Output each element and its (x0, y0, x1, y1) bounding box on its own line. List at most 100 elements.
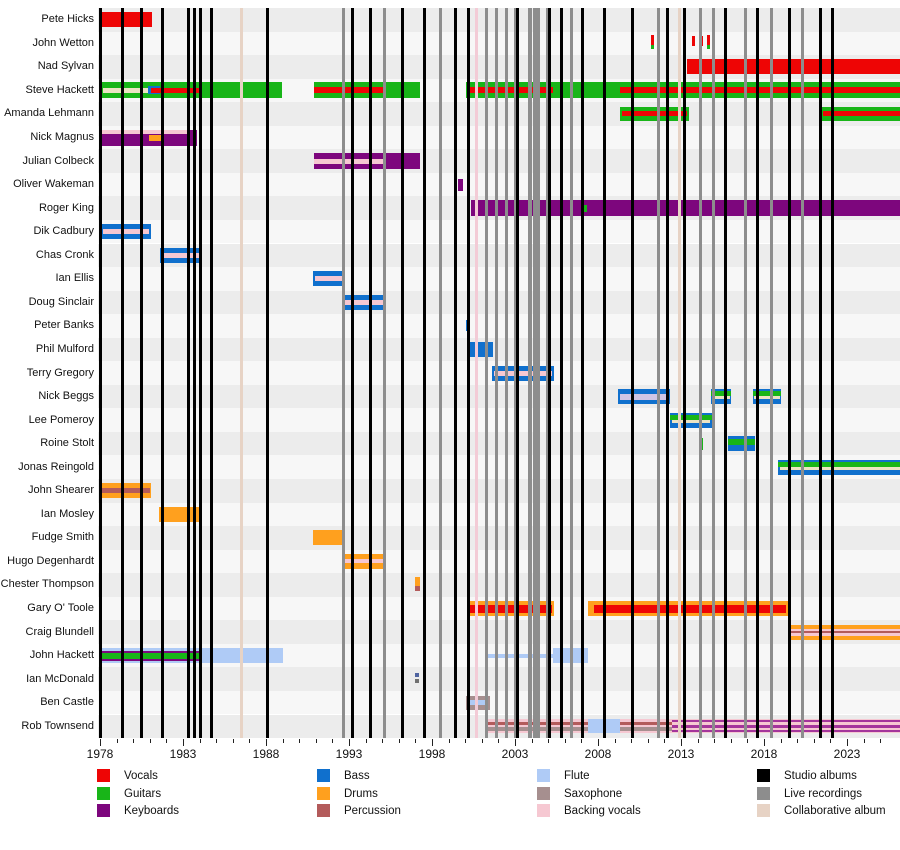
row-stripe (98, 102, 900, 126)
minor-tick (216, 739, 218, 743)
row-label: John Shearer (27, 484, 94, 497)
minor-tick (398, 739, 400, 743)
member-bar-backing (345, 559, 384, 564)
album-line-live (438, 8, 442, 738)
album-line-studio (265, 8, 269, 738)
member-bar-drums (415, 577, 420, 587)
row-stripe (98, 667, 900, 691)
minor-tick (365, 739, 367, 743)
major-tick (598, 739, 599, 746)
member-bar-guitars (707, 45, 710, 50)
row-label: Peter Banks (34, 319, 94, 332)
legend-label: Vocals (124, 770, 158, 782)
legend-label: Flute (564, 770, 590, 782)
album-line-live (341, 8, 345, 738)
minor-tick (249, 739, 251, 743)
legend-label: Live recordings (784, 787, 862, 800)
member-bar-percussion (102, 488, 150, 494)
album-line-studio (723, 8, 727, 738)
minor-tick (531, 739, 533, 743)
album-line-studio (209, 8, 213, 738)
album-line-studio (453, 8, 457, 738)
member-bar-guitars (581, 204, 587, 212)
member-bar-backing (314, 158, 383, 164)
album-line-collab_pink (474, 8, 478, 738)
row-label: Doug Sinclair (28, 295, 94, 308)
minor-tick (631, 739, 633, 743)
row-stripe (98, 31, 900, 56)
row-stripe (98, 219, 900, 244)
album-line-collab (677, 8, 681, 738)
legend-swatch-collab (757, 804, 770, 817)
legend-label: Guitars (124, 787, 162, 800)
axis-year-label: 2003 (501, 747, 529, 761)
member-bar-backing (103, 229, 149, 235)
minor-tick (448, 739, 450, 743)
minor-tick (664, 739, 666, 743)
row-label: Roger King (38, 201, 94, 214)
axis-year-label: 1988 (252, 747, 280, 761)
member-bar-percussion (415, 586, 420, 592)
legend-label: Keyboards (124, 805, 179, 817)
album-line-studio (186, 8, 190, 738)
member-bar-percussion (790, 631, 900, 634)
member-bar-backing (315, 276, 343, 282)
row-stripe (98, 573, 900, 597)
album-line-live (494, 8, 498, 738)
row-label: Ian McDonald (26, 672, 94, 685)
row-label: Amanda Lehmann (4, 107, 94, 120)
member-bar-vocals (692, 36, 695, 47)
major-tick (349, 739, 350, 746)
member-bar-vocals (620, 87, 900, 94)
member-bar-cream (780, 466, 900, 470)
row-label: Hugo Degenhardt (7, 554, 94, 567)
album-line-studio (400, 8, 404, 738)
album-line-studio (422, 8, 426, 738)
member-bar-keyboards (100, 129, 197, 146)
member-bar-vocals (151, 87, 200, 93)
row-label: Nick Beggs (38, 390, 94, 403)
member-bar-cream (712, 396, 730, 400)
minor-tick (647, 739, 649, 743)
member-bar-steel (415, 673, 419, 678)
album-line-studio (682, 8, 686, 738)
album-line-studio (830, 8, 834, 738)
minor-tick (282, 739, 284, 743)
member-bar-bass (469, 341, 493, 357)
legend-swatch-flute (537, 769, 550, 782)
legend-label: Saxophone (564, 787, 623, 800)
member-bar-cream (103, 87, 150, 93)
member-bar-backing (345, 299, 383, 305)
album-line-live (769, 8, 773, 738)
major-tick (764, 739, 765, 746)
legend-swatch-bass (317, 769, 330, 782)
minor-tick (133, 739, 135, 743)
album-line-live (382, 8, 386, 738)
album-line-live (513, 8, 517, 738)
album-line-live (743, 8, 747, 738)
member-bar-vocals (100, 12, 152, 28)
member-bar-flute (468, 700, 488, 706)
minor-tick (564, 739, 566, 743)
minor-tick (747, 739, 749, 743)
member-bar-flute (487, 653, 553, 658)
member-bar-percussion (620, 721, 672, 725)
member-bar-drums (159, 506, 201, 522)
axis-year-label: 2013 (667, 747, 695, 761)
minor-tick (116, 739, 118, 743)
album-line-studio (665, 8, 669, 738)
album-line-studio (559, 8, 563, 738)
legend-swatch-guitars (97, 786, 110, 800)
album-line-live (504, 8, 508, 738)
row-label: Ian Mosley (40, 507, 94, 520)
minor-tick (880, 739, 882, 743)
album-line-live (711, 8, 715, 738)
member-bar-backing (494, 370, 552, 376)
album-line-studio (120, 8, 124, 738)
row-label: Ben Castle (40, 696, 94, 709)
row-label: Jonas Reingold (18, 460, 94, 473)
row-stripe (98, 690, 900, 715)
member-bar-keyboards (471, 200, 900, 217)
member-bar-guitars (753, 391, 781, 397)
